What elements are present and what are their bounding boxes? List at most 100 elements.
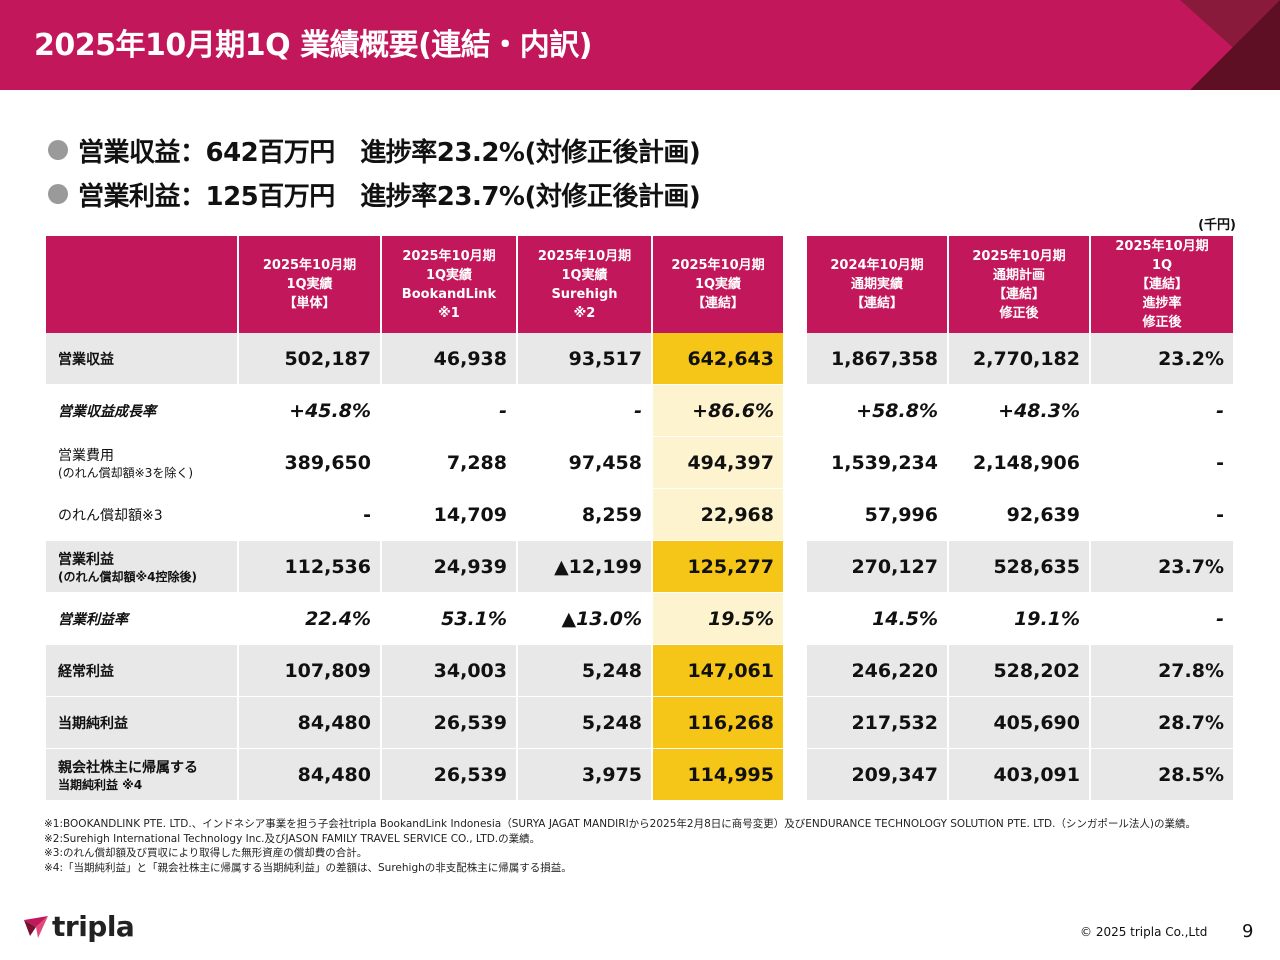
table-cell: 403,091 (949, 749, 1089, 801)
bullet-revenue: 営業収益：642百万円 進捗率23.2%(対修正後計画) (48, 128, 701, 172)
header-cell: 2024年10月期 通期実績 【連結】 (807, 236, 947, 333)
table-cell: 246,220 (807, 645, 947, 697)
table-row: 経常利益 107,809 34,003 5,248 147,061 246,220 528,… (46, 645, 1233, 697)
row-label-sub: (のれん償却額※3を除く) (58, 465, 194, 480)
header-cell: 2025年10月期 1Q実績 Surehigh ※2 (518, 236, 651, 333)
column-gap (785, 593, 805, 645)
table-cell: 23.7% (1091, 541, 1233, 593)
footnote: ※4:「当期純利益」と「親会社株主に帰属する当期純利益」の差額は、Surehig… (44, 861, 572, 874)
table-cell: 116,268 (653, 697, 783, 749)
row-label-main: 当期純利益 (58, 715, 128, 732)
table-row: 当期純利益 84,480 26,539 5,248 116,268 217,532 405,… (46, 697, 1233, 749)
column-gap (785, 541, 805, 593)
table-cell: - (1091, 593, 1233, 645)
table-row: 営業収益成長率 +45.8% - - +86.6% +58.8% +48.3% - (46, 385, 1233, 437)
column-gap (785, 645, 805, 697)
table-cell: 19.5% (653, 593, 783, 645)
table-cell: 389,650 (239, 437, 380, 489)
column-gap (785, 333, 805, 385)
footnote: ※3:のれん償却額及び買収により取得した無形資産の償却費の合計。 (44, 847, 368, 859)
table-cell: 92,639 (949, 489, 1089, 541)
table-row: 営業費用 (のれん償却額※3を除く) 389,650 7,288 97,458 494,3… (46, 437, 1233, 489)
table-cell: 27.8% (1091, 645, 1233, 697)
bullet-operating-profit: 営業利益：125百万円 進捗率23.7%(対修正後計画) (48, 172, 701, 216)
row-label: 当期純利益 (46, 697, 237, 749)
row-label: 親会社株主に帰属する 当期純利益 ※4 (46, 749, 237, 801)
table-row: 営業収益 502,187 46,938 93,517 642,643 1,867,358 2… (46, 333, 1233, 385)
table-cell: 14.5% (807, 593, 947, 645)
footnote: ※2:Surehigh International Technology Inc… (44, 832, 541, 845)
header-cell: 2025年10月期 1Q 【連結】 進捗率 修正後 (1091, 236, 1233, 333)
header-cell: 2025年10月期 1Q実績 【連結】 (653, 236, 783, 333)
bullet-text: 営業利益：125百万円 進捗率23.7%(対修正後計画) (78, 181, 701, 212)
row-label-sub: (のれん償却額※4控除後) (58, 569, 197, 584)
table-cell: 2,770,182 (949, 333, 1089, 385)
table-cell: - (1091, 489, 1233, 541)
table-cell: 528,635 (949, 541, 1089, 593)
logo-text: tripla (52, 910, 135, 943)
table-cell: 114,995 (653, 749, 783, 801)
footnote: ※1:BOOKANDLINK PTE. LTD.、インドネシア事業を担う子会社t… (44, 818, 1197, 830)
table-cell: 28.5% (1091, 749, 1233, 801)
table-cell: 405,690 (949, 697, 1089, 749)
table-row: のれん償却額※3-14,709 8,259 22,968 57,996 92,639- (46, 489, 1233, 541)
page-title: 2025年10月期1Q 業績概要(連結・内訳) (34, 28, 593, 63)
row-label-main: 営業利益 (58, 551, 114, 568)
row-label: 営業収益成長率 (46, 385, 237, 437)
table-cell: - (1091, 437, 1233, 489)
table-cell: +48.3% (949, 385, 1089, 437)
table-row: 営業利益 (のれん償却額※4控除後) 112,536 24,939 ▲12,199 125… (46, 541, 1233, 593)
table-cell: 494,397 (653, 437, 783, 489)
table-cell: 3,975 (518, 749, 651, 801)
header-cell: 2025年10月期 1Q実績 【単体】 (239, 236, 380, 333)
table-cell: 93,517 (518, 333, 651, 385)
row-label-main: 親会社株主に帰属する (58, 759, 198, 776)
table-cell: 53.1% (382, 593, 516, 645)
table-cell: ▲12,199 (518, 541, 651, 593)
table-cell: 23.2% (1091, 333, 1233, 385)
row-label: 営業費用 (のれん償却額※3を除く) (46, 437, 237, 489)
copyright: © 2025 tripla Co.,Ltd (1080, 925, 1208, 939)
row-label: 営業利益 (のれん償却額※4控除後) (46, 541, 237, 593)
table-cell: - (1091, 385, 1233, 437)
table-cell: 26,539 (382, 697, 516, 749)
table-cell: 22.4% (239, 593, 380, 645)
table-cell: 46,938 (382, 333, 516, 385)
company-logo: tripla (24, 910, 135, 943)
table-cell: 2,148,906 (949, 437, 1089, 489)
table-row: 親会社株主に帰属する 当期純利益 ※4 84,480 26,539 3,975 114,9… (46, 749, 1233, 801)
table-cell: 217,532 (807, 697, 947, 749)
summary-bullets: 営業収益：642百万円 進捗率23.2%(対修正後計画) 営業利益：125百万円… (48, 128, 701, 216)
row-label-main: のれん償却額※3 (58, 507, 163, 524)
row-label: 経常利益 (46, 645, 237, 697)
table-cell: 84,480 (239, 749, 380, 801)
financial-table: 2025年10月期 1Q実績 【単体】 2025年10月期 1Q実績 BookandLi… (44, 236, 1235, 801)
table-cell: +58.8% (807, 385, 947, 437)
table-cell: 5,248 (518, 645, 651, 697)
logo-mark-icon (24, 915, 48, 938)
table-cell: 57,996 (807, 489, 947, 541)
table-cell: 84,480 (239, 697, 380, 749)
row-label: 営業利益率 (46, 593, 237, 645)
table-cell: 528,202 (949, 645, 1089, 697)
column-gap (785, 749, 805, 801)
header-cell (46, 236, 237, 333)
table-cell: 209,347 (807, 749, 947, 801)
table-cell: 502,187 (239, 333, 380, 385)
column-gap (785, 697, 805, 749)
column-gap (785, 489, 805, 541)
table-cell: +45.8% (239, 385, 380, 437)
table-cell: 19.1% (949, 593, 1089, 645)
table-cell: 24,939 (382, 541, 516, 593)
column-gap (785, 236, 805, 333)
table-cell: 97,458 (518, 437, 651, 489)
table-cell: 1,867,358 (807, 333, 947, 385)
bullet-dot-icon (48, 184, 68, 204)
corner-decoration (1180, 0, 1280, 90)
table-row: 営業利益率 22.4% 53.1% ▲13.0% 19.5% 14.5% 19.1% - (46, 593, 1233, 645)
table-cell: 34,003 (382, 645, 516, 697)
row-label-main: 営業費用 (58, 447, 114, 464)
table-cell: 642,643 (653, 333, 783, 385)
row-label: 営業収益 (46, 333, 237, 385)
column-gap (785, 385, 805, 437)
